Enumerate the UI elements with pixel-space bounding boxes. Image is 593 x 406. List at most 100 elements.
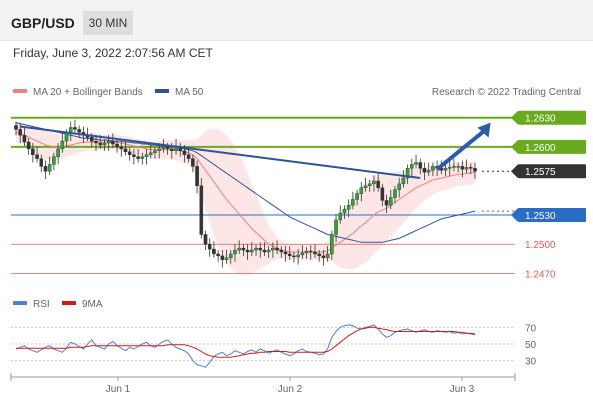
instrument-title: GBP/USD xyxy=(11,15,75,31)
candle-body xyxy=(460,166,465,170)
candle-body xyxy=(330,234,334,255)
level-label-1.2530: 1.2530 xyxy=(525,211,556,222)
candle-body xyxy=(195,166,199,187)
x-tick-label: Jun 3 xyxy=(450,384,475,395)
level-label-1.2500: 1.2500 xyxy=(525,240,556,251)
candle-body xyxy=(73,127,77,130)
candle-body xyxy=(376,180,380,188)
level-labels: 1.2630 1.2600 1.2575 1.2530 1.2500 1.2470 xyxy=(511,110,586,280)
level-label-box-1.2530 xyxy=(518,208,586,223)
x-tick-label: Jun 1 xyxy=(106,384,131,395)
ma50-legend-swatch xyxy=(155,89,169,93)
candle-body xyxy=(363,185,368,188)
candle-body xyxy=(115,143,119,148)
candle-body xyxy=(43,166,48,172)
ma20-line xyxy=(15,131,476,253)
rsi-lines xyxy=(15,324,476,368)
candle-body xyxy=(380,187,385,201)
candle-body xyxy=(212,248,216,255)
candle-body xyxy=(245,249,250,253)
candle-body xyxy=(317,253,321,257)
candle-body xyxy=(372,180,376,185)
candle-body xyxy=(39,158,44,167)
candle-body xyxy=(393,189,397,198)
trend-layer xyxy=(20,122,491,180)
rsi-legend-label: RSI xyxy=(33,299,50,310)
candle-body xyxy=(119,146,124,150)
x-axis-ticks: Jun 1 Jun 2 Jun 3 xyxy=(106,377,475,395)
rsi-ma-legend-swatch xyxy=(62,301,76,305)
candle-body xyxy=(334,219,338,235)
candle-body xyxy=(443,168,448,171)
candle-body xyxy=(300,252,305,256)
candle-body xyxy=(161,146,166,150)
level-label-box-1.2600 xyxy=(518,139,586,154)
rsi-tick-50: 50 xyxy=(525,340,537,351)
bollinger-band xyxy=(16,122,475,276)
timeframe-badge[interactable]: 30 MIN xyxy=(83,11,133,35)
candle-body xyxy=(287,253,292,257)
level-label-1.2575: 1.2575 xyxy=(525,167,556,178)
candle-body xyxy=(186,154,191,159)
forecast-arrow-head xyxy=(477,122,491,138)
rsi-line xyxy=(15,324,476,368)
candle-body xyxy=(250,249,254,253)
candle-body xyxy=(473,168,477,172)
candle-body xyxy=(182,150,187,155)
candle-body xyxy=(136,156,140,159)
chart-credit: Research © 2022 Trading Central xyxy=(432,87,581,98)
candle-body xyxy=(89,136,94,142)
candle-body xyxy=(35,154,39,159)
candle-body xyxy=(426,170,431,173)
candle-body xyxy=(414,162,418,165)
rsi-legend-swatch xyxy=(13,301,27,305)
candle-body xyxy=(31,148,35,155)
candle-body xyxy=(98,142,103,146)
candle-body xyxy=(325,253,330,259)
candle-body xyxy=(216,253,220,257)
candle-body xyxy=(144,154,149,157)
level-lines xyxy=(11,116,585,274)
candles xyxy=(14,119,477,268)
candle-body xyxy=(191,158,195,167)
candle-body xyxy=(296,254,300,258)
rsi-ma-legend-label: 9MA xyxy=(82,299,103,310)
candle-body xyxy=(233,249,237,255)
candle-body xyxy=(346,205,351,210)
candle-body xyxy=(283,251,288,255)
candle-body xyxy=(64,133,69,142)
forecast-arrow-shaft xyxy=(435,129,486,171)
candle-body xyxy=(355,193,359,200)
candle-body xyxy=(60,140,65,150)
level-label-box-1.2630 xyxy=(518,110,586,125)
rsi-tick-70: 70 xyxy=(525,323,537,334)
candle-body xyxy=(405,168,410,179)
candle-body xyxy=(431,166,435,171)
candle-body xyxy=(266,249,271,253)
candle-body xyxy=(18,129,23,136)
candle-body xyxy=(132,154,136,157)
candle-body xyxy=(338,212,343,221)
rsi-ma-line xyxy=(16,326,476,358)
candle-body xyxy=(170,148,174,152)
level-label-pointer-1.2575 xyxy=(511,164,518,179)
level-label-pointer-1.2530 xyxy=(511,208,518,223)
level-label-box-1.2575 xyxy=(518,164,586,179)
level-label-1.2470: 1.2470 xyxy=(525,269,556,280)
level-label-1.2600: 1.2600 xyxy=(525,143,556,154)
candle-body xyxy=(52,156,56,165)
ma50-legend-label: MA 50 xyxy=(175,87,204,98)
candle-body xyxy=(106,140,111,144)
level-label-pointer-1.2600 xyxy=(511,139,518,154)
candle-body xyxy=(258,247,263,251)
trendline xyxy=(20,125,421,180)
candle-body xyxy=(401,177,406,185)
candle-body xyxy=(388,197,393,206)
candle-body xyxy=(153,150,157,153)
candle-body xyxy=(464,167,469,170)
candle-body xyxy=(452,166,456,168)
level-label-1.2630: 1.2630 xyxy=(525,114,556,125)
candle-body xyxy=(397,183,402,190)
candle-body xyxy=(199,185,204,235)
